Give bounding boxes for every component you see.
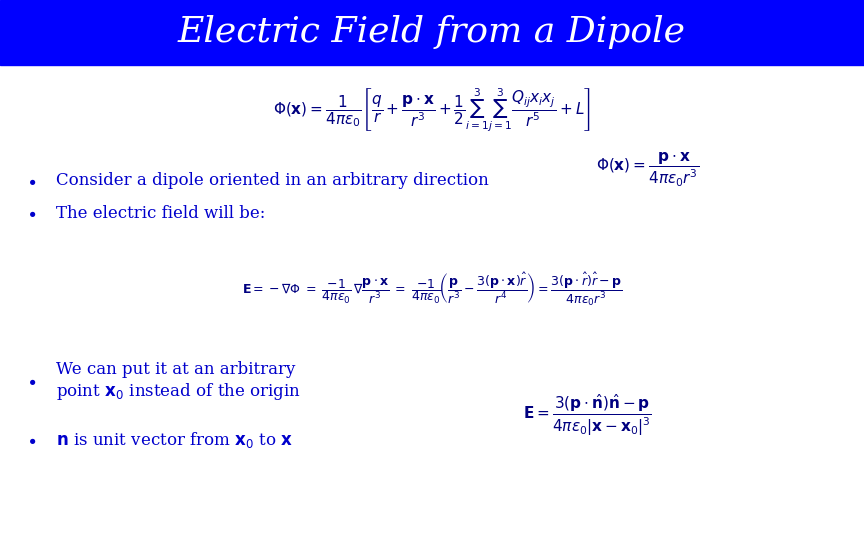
Text: $\Phi(\mathbf{x}) = \dfrac{\mathbf{p}\cdot\mathbf{x}}{4\pi\varepsilon_0 r^3}$: $\Phi(\mathbf{x}) = \dfrac{\mathbf{p}\cd… — [596, 151, 700, 189]
Text: Electric Field from a Dipole: Electric Field from a Dipole — [178, 16, 686, 49]
Text: $\bullet$: $\bullet$ — [26, 172, 36, 190]
Text: $\bullet$: $\bullet$ — [26, 431, 36, 449]
Text: $\bullet$: $\bullet$ — [26, 204, 36, 222]
Text: $\mathbf{n}$ is unit vector from $\mathbf{x}_0$ to $\mathbf{x}$: $\mathbf{n}$ is unit vector from $\mathb… — [56, 430, 293, 450]
Text: We can put it at an arbitrary: We can put it at an arbitrary — [56, 361, 295, 379]
Text: $\bullet$: $\bullet$ — [26, 372, 36, 390]
Text: point $\mathbf{x}_0$ instead of the origin: point $\mathbf{x}_0$ instead of the orig… — [56, 381, 302, 402]
Text: The electric field will be:: The electric field will be: — [56, 205, 265, 222]
Text: Consider a dipole oriented in an arbitrary direction: Consider a dipole oriented in an arbitra… — [56, 172, 489, 190]
Text: $\mathbf{E} = \dfrac{3(\mathbf{p}\cdot\hat{\mathbf{n}})\hat{\mathbf{n}} - \mathb: $\mathbf{E} = \dfrac{3(\mathbf{p}\cdot\h… — [523, 393, 652, 438]
FancyBboxPatch shape — [0, 0, 864, 65]
Text: $\Phi(\mathbf{x}) = \dfrac{1}{4\pi\varepsilon_0}\left[\dfrac{q}{r} + \dfrac{\mat: $\Phi(\mathbf{x}) = \dfrac{1}{4\pi\varep… — [273, 87, 591, 134]
Text: $\mathbf{E} = -\nabla\Phi \;=\; \dfrac{-1}{4\pi\varepsilon_0}\,\nabla\dfrac{\mat: $\mathbf{E} = -\nabla\Phi \;=\; \dfrac{-… — [242, 270, 622, 308]
